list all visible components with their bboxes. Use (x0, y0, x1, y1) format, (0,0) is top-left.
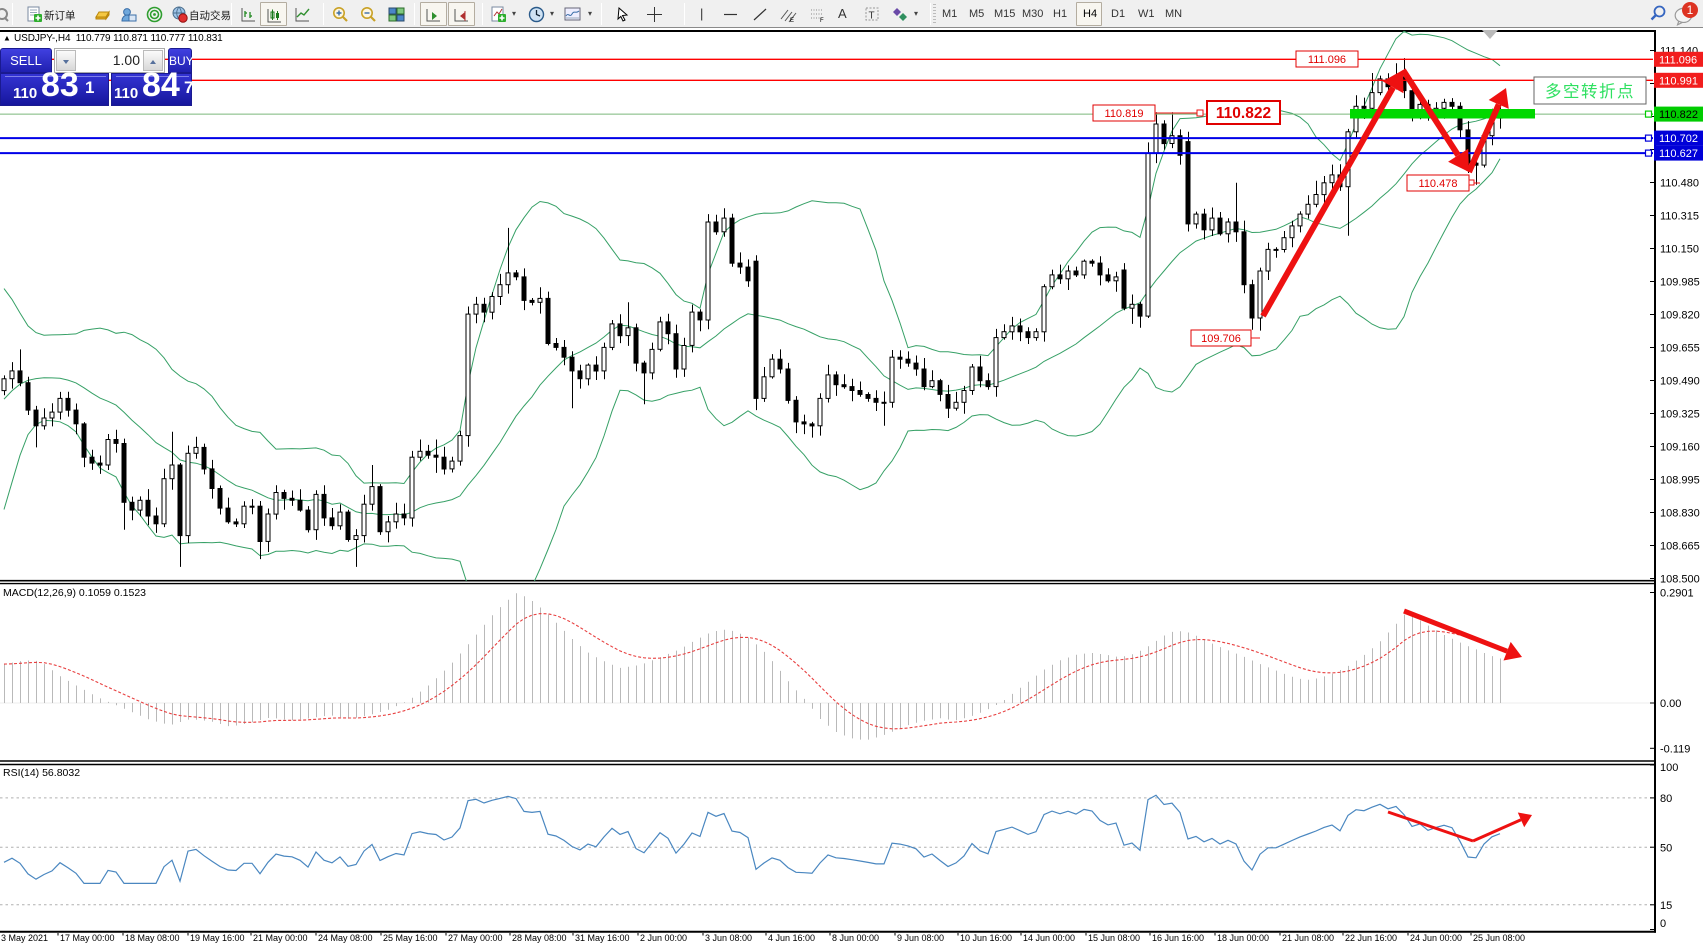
svg-text:80: 80 (1660, 793, 1672, 805)
svg-text:多空转折点: 多空转折点 (1545, 82, 1635, 101)
svg-text:16 Jun 16:00: 16 Jun 16:00 (1152, 933, 1204, 943)
svg-text:27 May 00:00: 27 May 00:00 (448, 933, 503, 943)
svg-text:109.490: 109.490 (1660, 376, 1700, 388)
svg-text:8 Jun 00:00: 8 Jun 00:00 (832, 933, 879, 943)
svg-text:110.150: 110.150 (1660, 244, 1699, 256)
svg-text:110.819: 110.819 (1105, 108, 1144, 120)
svg-text:109.160: 109.160 (1660, 442, 1700, 454)
svg-text:21 May 00:00: 21 May 00:00 (253, 933, 308, 943)
svg-text:22 Jun 16:00: 22 Jun 16:00 (1345, 933, 1397, 943)
svg-text:18 May 08:00: 18 May 08:00 (125, 933, 180, 943)
svg-text:-0.119: -0.119 (1660, 743, 1690, 755)
svg-text:F: F (820, 18, 824, 23)
svg-text:USDJPY-,H4 110.779 110.871 11: USDJPY-,H4 110.779 110.871 110.777 110.8… (14, 33, 223, 44)
svg-text:9 Jun 08:00: 9 Jun 08:00 (897, 933, 944, 943)
svg-text:0.2901: 0.2901 (1660, 587, 1694, 599)
svg-text:110.991: 110.991 (1659, 75, 1698, 87)
svg-text:110.822: 110.822 (1659, 109, 1698, 121)
svg-text:21 Jun 08:00: 21 Jun 08:00 (1282, 933, 1334, 943)
svg-text:15 Jun 08:00: 15 Jun 08:00 (1088, 933, 1140, 943)
svg-text:17 May 00:00: 17 May 00:00 (60, 933, 115, 943)
svg-text:111.096: 111.096 (1308, 54, 1346, 66)
svg-text:3 May 2021: 3 May 2021 (1, 933, 48, 943)
svg-text:108.500: 108.500 (1660, 574, 1700, 586)
svg-text:109.706: 109.706 (1201, 333, 1241, 345)
svg-text:110.478: 110.478 (1419, 178, 1458, 190)
svg-text:3 Jun 08:00: 3 Jun 08:00 (705, 933, 752, 943)
svg-text:100: 100 (1660, 762, 1678, 774)
svg-text:109.985: 109.985 (1660, 277, 1700, 289)
svg-text:4 Jun 16:00: 4 Jun 16:00 (768, 933, 815, 943)
svg-text:24 May 08:00: 24 May 08:00 (318, 933, 373, 943)
svg-text:110.315: 110.315 (1660, 211, 1699, 223)
svg-text:RSI(14) 56.8032: RSI(14) 56.8032 (3, 767, 80, 779)
svg-text:25 May 16:00: 25 May 16:00 (383, 933, 438, 943)
svg-text:31 May 16:00: 31 May 16:00 (575, 933, 630, 943)
svg-text:15: 15 (1660, 900, 1672, 912)
svg-text:110.480: 110.480 (1660, 178, 1699, 190)
svg-text:110.627: 110.627 (1659, 148, 1698, 160)
svg-text:25 Jun 08:00: 25 Jun 08:00 (1473, 933, 1525, 943)
svg-text:0: 0 (1660, 918, 1666, 930)
svg-text:T: T (869, 11, 875, 22)
svg-text:108.830: 108.830 (1660, 508, 1700, 520)
svg-text:24 Jun 00:00: 24 Jun 00:00 (1410, 933, 1462, 943)
svg-text:110.822: 110.822 (1216, 105, 1271, 122)
svg-text:109.820: 109.820 (1660, 310, 1700, 322)
svg-text:109.325: 109.325 (1660, 409, 1700, 421)
svg-text:MACD(12,26,9) 0.1059 0.1523: MACD(12,26,9) 0.1059 0.1523 (3, 587, 146, 599)
svg-text:10 Jun 16:00: 10 Jun 16:00 (960, 933, 1012, 943)
svg-text:E: E (790, 18, 794, 23)
svg-text:18 Jun 00:00: 18 Jun 00:00 (1217, 933, 1269, 943)
svg-text:108.665: 108.665 (1660, 541, 1700, 553)
svg-text:110.702: 110.702 (1659, 133, 1698, 145)
svg-text:0.00: 0.00 (1660, 698, 1681, 710)
svg-text:108.995: 108.995 (1660, 475, 1700, 487)
svg-text:109.655: 109.655 (1660, 343, 1700, 355)
svg-text:28 May 08:00: 28 May 08:00 (512, 933, 567, 943)
svg-text:2 Jun 00:00: 2 Jun 00:00 (640, 933, 687, 943)
svg-text:111.096: 111.096 (1659, 54, 1697, 66)
svg-text:▲: ▲ (3, 34, 11, 43)
svg-text:50: 50 (1660, 842, 1672, 854)
svg-text:14 Jun 00:00: 14 Jun 00:00 (1023, 933, 1075, 943)
svg-text:19 May 16:00: 19 May 16:00 (190, 933, 245, 943)
